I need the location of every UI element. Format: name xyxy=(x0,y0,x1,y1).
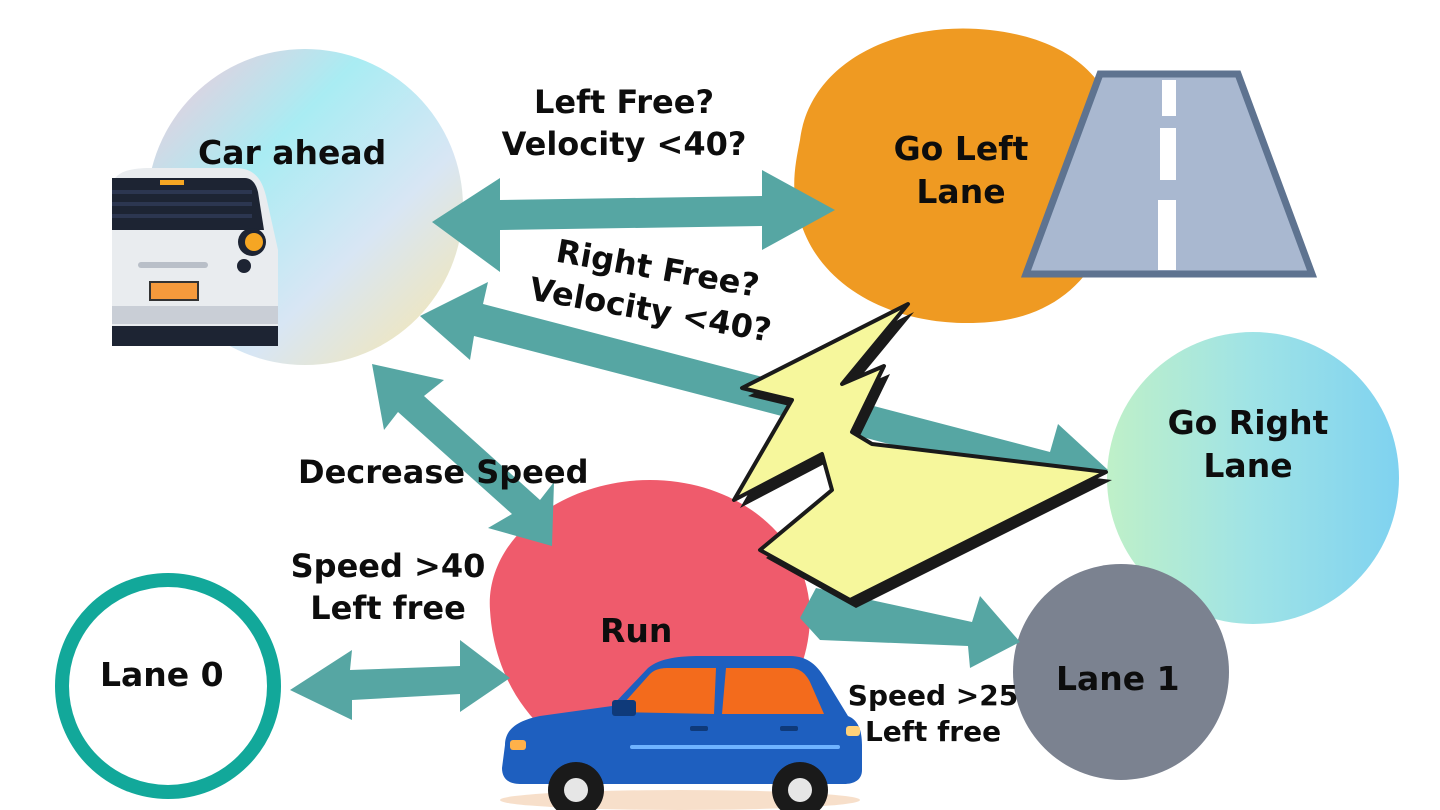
lane1-node xyxy=(1013,564,1229,780)
edge-speed40-label: Speed >40 Left free xyxy=(284,546,492,629)
edge-speed40-line2: Left free xyxy=(310,588,466,627)
edge-speed25-line1: Speed >25 xyxy=(847,679,1019,712)
car-front-icon xyxy=(112,168,278,346)
run-label: Run xyxy=(600,611,673,650)
lane0-label: Lane 0 xyxy=(100,655,224,694)
go-left-label-line2: Lane xyxy=(916,171,1006,211)
edge-left-free-line1: Left Free? xyxy=(533,83,714,121)
arrow-left-free xyxy=(432,170,835,272)
lane1-label: Lane 1 xyxy=(1056,659,1180,698)
go-right-label: Go Right Lane xyxy=(1158,402,1338,488)
go-left-label: Go Left Lane xyxy=(886,128,1036,214)
go-left-label-line1: Go Left xyxy=(893,129,1029,168)
arrow-decrease-speed xyxy=(372,364,554,546)
arrow-speed40 xyxy=(290,640,510,720)
go-right-label-line1: Go Right xyxy=(1167,403,1329,442)
edge-speed25-label: Speed >25 Left free xyxy=(842,678,1024,751)
blue-car-icon xyxy=(500,656,862,810)
road-icon xyxy=(1020,70,1318,278)
car-ahead-label: Car ahead xyxy=(198,133,387,172)
lightning-icon xyxy=(732,302,1112,608)
arrow-speed25 xyxy=(800,588,1020,668)
edge-left-free-line2: Velocity <40? xyxy=(501,124,747,163)
go-right-label-line2: Lane xyxy=(1203,445,1293,485)
go-right-node xyxy=(1107,332,1399,624)
lane0-node xyxy=(55,573,281,799)
edge-left-free-label: Left Free? Velocity <40? xyxy=(490,82,758,165)
edge-speed40-line1: Speed >40 xyxy=(290,547,486,585)
edge-speed25-line2: Left free xyxy=(864,715,1002,749)
edge-decrease-speed-label: Decrease Speed xyxy=(298,453,589,491)
